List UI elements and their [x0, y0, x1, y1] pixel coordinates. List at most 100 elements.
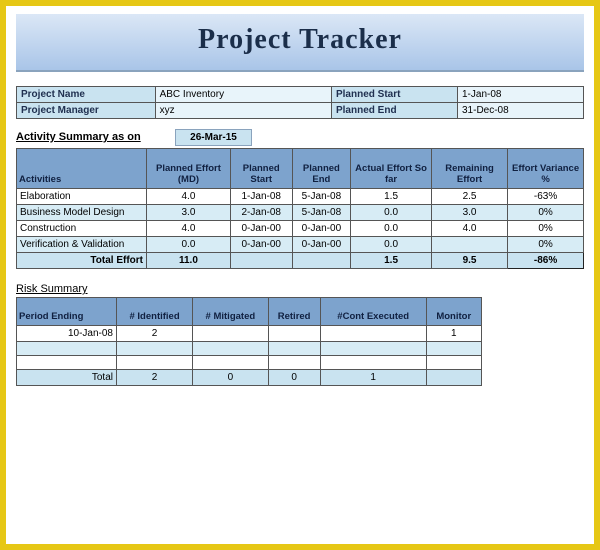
- cell[interactable]: 0%: [508, 237, 584, 253]
- table-row[interactable]: Elaboration 4.0 1-Jan-08 5-Jan-08 1.5 2.…: [17, 189, 584, 205]
- col-planned-effort: Planned Effort (MD): [147, 149, 231, 189]
- cell[interactable]: 0-Jan-00: [230, 237, 292, 253]
- total-cell: 0: [268, 370, 320, 386]
- col-retired: Retired: [268, 298, 320, 326]
- activity-table: Activities Planned Effort (MD) Planned S…: [16, 148, 584, 269]
- cell[interactable]: 0.0: [147, 237, 231, 253]
- col-cont: #Cont Executed: [320, 298, 426, 326]
- project-tracker-page: Project Tracker Project Name ABC Invento…: [0, 0, 600, 550]
- activity-name[interactable]: Elaboration: [17, 189, 147, 205]
- total-variance-cell: -86%: [508, 253, 584, 269]
- cell[interactable]: [193, 342, 268, 356]
- cell[interactable]: [320, 342, 426, 356]
- col-planned-start: Planned Start: [230, 149, 292, 189]
- cell[interactable]: 2-Jan-08: [230, 205, 292, 221]
- total-cell: 0: [193, 370, 268, 386]
- total-cell: 9.5: [431, 253, 507, 269]
- planned-start-value[interactable]: 1-Jan-08: [457, 87, 583, 103]
- as-of-date[interactable]: 26-Mar-15: [175, 129, 252, 146]
- col-period: Period Ending: [17, 298, 117, 326]
- cell[interactable]: 1: [426, 326, 481, 342]
- cell[interactable]: [193, 356, 268, 370]
- col-monitor: Monitor: [426, 298, 481, 326]
- cell[interactable]: 0%: [508, 205, 584, 221]
- cell[interactable]: 0.0: [351, 221, 432, 237]
- cell[interactable]: 1.5: [351, 189, 432, 205]
- total-cell: 1: [320, 370, 426, 386]
- cell[interactable]: 3.0: [431, 205, 507, 221]
- cell[interactable]: 4.0: [147, 221, 231, 237]
- page-title: Project Tracker: [16, 24, 584, 56]
- table-row: Project Name ABC Inventory Planned Start…: [17, 87, 584, 103]
- cell[interactable]: [431, 237, 507, 253]
- col-actual-effort: Actual Effort So far: [351, 149, 432, 189]
- col-remaining: Remaining Effort: [431, 149, 507, 189]
- activity-name[interactable]: Verification & Validation: [17, 237, 147, 253]
- cell[interactable]: [426, 356, 481, 370]
- table-row[interactable]: Business Model Design 3.0 2-Jan-08 5-Jan…: [17, 205, 584, 221]
- total-label: Total: [17, 370, 117, 386]
- total-label: Total Effort: [17, 253, 147, 269]
- table-row[interactable]: Construction 4.0 0-Jan-00 0-Jan-00 0.0 4…: [17, 221, 584, 237]
- cell[interactable]: 4.0: [431, 221, 507, 237]
- total-cell: [292, 253, 351, 269]
- cell[interactable]: [193, 326, 268, 342]
- cell[interactable]: [117, 342, 193, 356]
- cell[interactable]: 4.0: [147, 189, 231, 205]
- cell[interactable]: 0%: [508, 221, 584, 237]
- cell[interactable]: [268, 326, 320, 342]
- table-row: Project Manager xyz Planned End 31-Dec-0…: [17, 103, 584, 119]
- cell[interactable]: 5-Jan-08: [292, 189, 351, 205]
- cell[interactable]: 3.0: [147, 205, 231, 221]
- col-mitigated: # Mitigated: [193, 298, 268, 326]
- activity-total-row: Total Effort 11.0 1.5 9.5 -86%: [17, 253, 584, 269]
- total-cell: 2: [117, 370, 193, 386]
- total-cell: 1.5: [351, 253, 432, 269]
- col-planned-end: Planned End: [292, 149, 351, 189]
- activity-summary-label: Activity Summary as on: [16, 131, 141, 143]
- cell[interactable]: 0-Jan-00: [230, 221, 292, 237]
- project-manager-value[interactable]: xyz: [155, 103, 331, 119]
- table-row[interactable]: [17, 342, 482, 356]
- risk-total-row: Total 2 0 0 1: [17, 370, 482, 386]
- period-cell[interactable]: [17, 342, 117, 356]
- planned-end-label: Planned End: [331, 103, 457, 119]
- col-variance: Effort Variance %: [508, 149, 584, 189]
- table-row[interactable]: 10-Jan-08 2 1: [17, 326, 482, 342]
- cell[interactable]: [320, 356, 426, 370]
- title-banner: Project Tracker: [16, 14, 584, 72]
- cell[interactable]: 2.5: [431, 189, 507, 205]
- cell[interactable]: 0-Jan-00: [292, 221, 351, 237]
- project-name-value[interactable]: ABC Inventory: [155, 87, 331, 103]
- col-identified: # Identified: [117, 298, 193, 326]
- planned-start-label: Planned Start: [331, 87, 457, 103]
- cell[interactable]: 2: [117, 326, 193, 342]
- risk-header-row: Period Ending # Identified # Mitigated R…: [17, 298, 482, 326]
- activity-summary-header: Activity Summary as on 26-Mar-15: [16, 119, 584, 146]
- cell[interactable]: 1-Jan-08: [230, 189, 292, 205]
- total-cell: 11.0: [147, 253, 231, 269]
- activity-name[interactable]: Construction: [17, 221, 147, 237]
- cell[interactable]: 0.0: [351, 237, 432, 253]
- risk-table: Period Ending # Identified # Mitigated R…: [16, 297, 482, 386]
- activity-name[interactable]: Business Model Design: [17, 205, 147, 221]
- cell[interactable]: 0-Jan-00: [292, 237, 351, 253]
- project-manager-label: Project Manager: [17, 103, 156, 119]
- table-row[interactable]: [17, 356, 482, 370]
- cell[interactable]: 0.0: [351, 205, 432, 221]
- cell[interactable]: [426, 342, 481, 356]
- activity-header-row: Activities Planned Effort (MD) Planned S…: [17, 149, 584, 189]
- planned-end-value[interactable]: 31-Dec-08: [457, 103, 583, 119]
- cell[interactable]: [268, 356, 320, 370]
- risk-summary-label: Risk Summary: [16, 283, 584, 295]
- period-cell[interactable]: 10-Jan-08: [17, 326, 117, 342]
- cell[interactable]: [268, 342, 320, 356]
- cell[interactable]: [117, 356, 193, 370]
- cell[interactable]: [320, 326, 426, 342]
- period-cell[interactable]: [17, 356, 117, 370]
- col-activities: Activities: [17, 149, 147, 189]
- cell[interactable]: 5-Jan-08: [292, 205, 351, 221]
- cell[interactable]: -63%: [508, 189, 584, 205]
- table-row[interactable]: Verification & Validation 0.0 0-Jan-00 0…: [17, 237, 584, 253]
- total-cell: [426, 370, 481, 386]
